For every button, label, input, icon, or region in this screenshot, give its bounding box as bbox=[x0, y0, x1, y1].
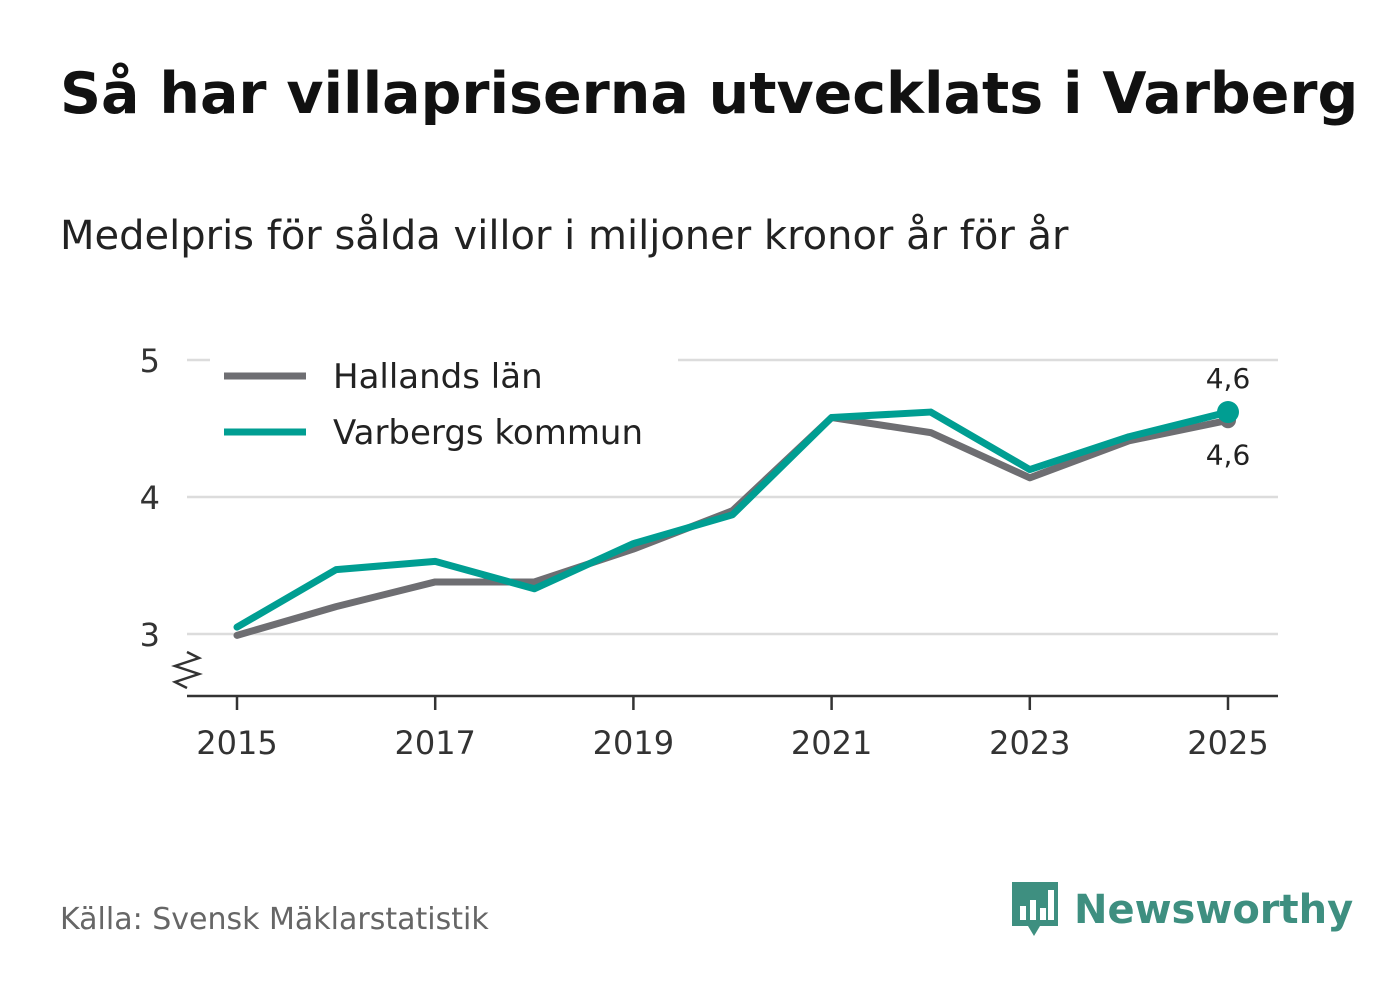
end-point-varbergs-kommun bbox=[1217, 401, 1239, 424]
y-tick-label: 5 bbox=[140, 342, 160, 380]
chart-subtitle: Medelpris för sålda villor i miljoner kr… bbox=[60, 213, 1069, 259]
legend-background bbox=[210, 354, 678, 460]
x-tick-label: 2025 bbox=[1187, 724, 1268, 762]
end-label-varbergs-kommun: 4,6 bbox=[1206, 362, 1251, 395]
legend-label: Hallands län bbox=[333, 357, 543, 397]
legend-label: Varbergs kommun bbox=[333, 413, 643, 453]
x-tick-label: 2017 bbox=[394, 724, 475, 762]
brand-logo: Newsworthy bbox=[1010, 880, 1353, 940]
legend: Hallands län Varbergs kommun bbox=[210, 354, 678, 460]
y-tick-label: 3 bbox=[140, 616, 160, 654]
series-line-varbergs-kommun bbox=[233, 408, 1232, 631]
series-lines bbox=[233, 401, 1239, 639]
source-note: Källa: Svensk Mäklarstatistik bbox=[60, 902, 489, 937]
axes: 3 4 5 2015 2017 2019 2021 2023 2025 bbox=[140, 342, 1278, 762]
y-axis-break-marker bbox=[171, 650, 203, 690]
newsworthy-logo-icon bbox=[1012, 882, 1058, 936]
x-tick-label: 2019 bbox=[593, 724, 674, 762]
x-tick-label: 2021 bbox=[791, 724, 872, 762]
y-tick-label: 4 bbox=[140, 479, 160, 517]
x-tick-label: 2015 bbox=[196, 724, 277, 762]
brand-name: Newsworthy bbox=[1074, 887, 1354, 933]
end-label-hallands-lan: 4,6 bbox=[1206, 438, 1251, 471]
x-tick-label: 2023 bbox=[989, 724, 1070, 762]
chart-title: Så har villapriserna utvecklats i Varber… bbox=[60, 61, 1359, 127]
end-labels: 4,6 4,6 bbox=[1206, 362, 1251, 471]
